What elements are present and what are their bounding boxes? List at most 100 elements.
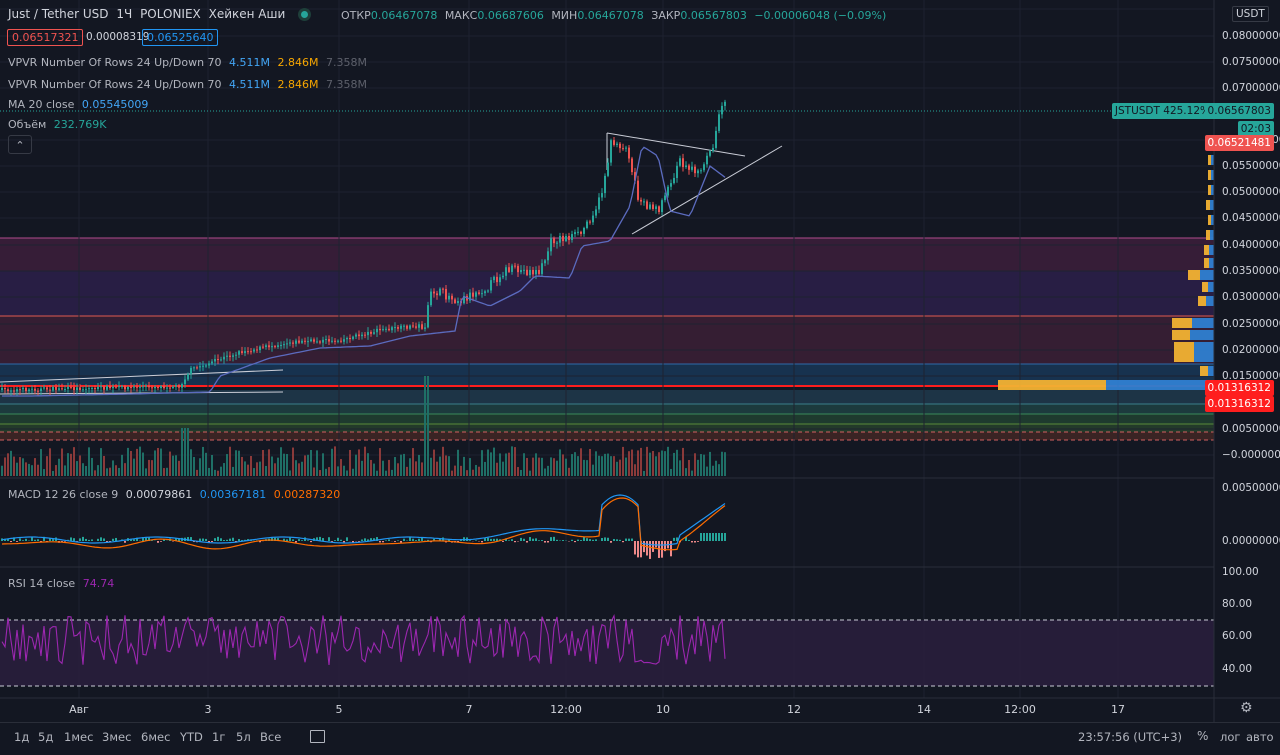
macd-histogram-bar (700, 533, 702, 541)
macd-histogram-bar (211, 541, 213, 542)
candle-body (670, 183, 672, 187)
candle-body (412, 325, 414, 326)
volume-bar (109, 468, 111, 476)
candle-body (406, 326, 408, 329)
range-button[interactable]: Все (260, 730, 281, 744)
macd-histogram-bar (220, 538, 222, 541)
macd-histogram-bar (718, 533, 720, 541)
percent-scale-button[interactable]: % (1197, 729, 1208, 743)
vp-bar-up (1209, 245, 1214, 255)
range-button[interactable]: YTD (180, 730, 203, 744)
candle-body (70, 387, 72, 388)
macd-histogram-bar (226, 540, 228, 541)
buy-price-button[interactable]: 0.06525640 (142, 29, 218, 46)
macd-histogram-bar (229, 539, 231, 541)
volume-bar (181, 428, 183, 476)
volume-bar (694, 453, 696, 476)
open-label: ОТКР (341, 9, 371, 22)
candle-body (67, 387, 69, 389)
vp-bar-up (1200, 270, 1214, 280)
volume-bar (673, 453, 675, 476)
macd-histogram-bar (550, 537, 552, 541)
macd-histogram-bar (286, 539, 288, 541)
macd-legend[interactable]: MACD 12 26 close 9 0.00079861 0.00367181… (8, 488, 344, 501)
volume-bar (364, 447, 366, 476)
chart-settings-gear-icon[interactable]: ⚙ (1240, 700, 1253, 716)
candle-body (472, 293, 474, 297)
macd-histogram-bar (346, 537, 348, 541)
range-button[interactable]: 6мес (141, 730, 170, 744)
macd-histogram-bar (502, 541, 504, 542)
sell-price-button[interactable]: 0.06517321 (7, 29, 83, 46)
volume-bar (235, 450, 237, 476)
candle-body (49, 390, 51, 391)
candle-body (553, 238, 555, 243)
vp-bar-up (1106, 380, 1214, 390)
candle-body (7, 389, 9, 391)
low-value: 0.06467078 (577, 9, 643, 22)
range-button[interactable]: 3мес (102, 730, 131, 744)
macd-histogram-bar (604, 537, 606, 541)
macd-histogram-bar (628, 539, 630, 541)
volume-bar (361, 461, 363, 476)
macd-histogram-bar (655, 541, 657, 547)
currency-button[interactable]: USDT (1232, 6, 1269, 22)
clock[interactable]: 23:57:56 (UTC+3) (1078, 730, 1182, 744)
low-label: МИН (551, 9, 577, 22)
candle-body (676, 166, 678, 178)
ma-legend[interactable]: MA 20 close 0.05545009 (8, 98, 152, 111)
macd-histogram-bar (88, 540, 90, 541)
symbol-legend[interactable]: Just / Tether USD 1Ч POLONIEX Хейкен Аши (8, 7, 312, 21)
volume-bar (691, 471, 693, 476)
candle-body (4, 388, 6, 389)
volume-bar (475, 465, 477, 476)
volume-bar (199, 458, 201, 476)
candle-body (457, 301, 459, 303)
volume-bar (334, 446, 336, 476)
candle-body (253, 349, 255, 351)
volume-bar (151, 460, 153, 476)
volume-bar (304, 455, 306, 476)
rsi-legend[interactable]: RSI 14 close 74.74 (8, 577, 118, 590)
range-button[interactable]: 1д (14, 730, 29, 744)
candle-body (127, 387, 129, 389)
candle-body (31, 389, 33, 390)
volume-bar (616, 462, 618, 476)
range-button[interactable]: 1г (212, 730, 225, 744)
range-button[interactable]: 5л (236, 730, 251, 744)
volume-bar (331, 449, 333, 476)
volume-bar (25, 462, 27, 476)
candle-body (217, 359, 219, 360)
collapse-legend-button[interactable]: ⌃ (8, 135, 32, 154)
log-scale-button[interactable]: лог (1220, 730, 1240, 744)
candle-body (187, 374, 189, 379)
volume-bar (646, 447, 648, 476)
macd-histogram-bar (553, 537, 555, 541)
candle-body (337, 341, 339, 342)
volume-bar (211, 455, 213, 476)
vpvr-legend-1[interactable]: VPVR Number Of Rows 24 Up/Down 70 4.511M… (8, 56, 371, 69)
vpvr-legend-2[interactable]: VPVR Number Of Rows 24 Up/Down 70 4.511M… (8, 78, 371, 91)
volume-bar (487, 450, 489, 476)
candle-body (280, 345, 282, 346)
volume-bar (523, 453, 525, 476)
vpvr-total: 7.358M (326, 78, 367, 91)
auto-scale-button[interactable]: авто (1246, 730, 1274, 744)
range-button[interactable]: 5д (38, 730, 53, 744)
go-to-date-calendar-icon[interactable] (310, 730, 325, 743)
range-button[interactable]: 1мес (64, 730, 93, 744)
price-axis-label: 0.03500000 (1222, 265, 1280, 277)
volume-legend[interactable]: Объём 232.769K (8, 118, 110, 131)
candle-body (496, 277, 498, 282)
candle-body (163, 386, 165, 388)
candle-body (133, 387, 135, 388)
candle-body (643, 201, 645, 202)
rsi-axis-label: 40.00 (1222, 663, 1252, 675)
macd-histogram-bar (199, 539, 201, 541)
candle-body (589, 222, 591, 223)
volume-bar (91, 458, 93, 476)
vp-bar-down (1208, 170, 1211, 180)
volume-bar (355, 455, 357, 476)
volume-bar (289, 470, 291, 476)
